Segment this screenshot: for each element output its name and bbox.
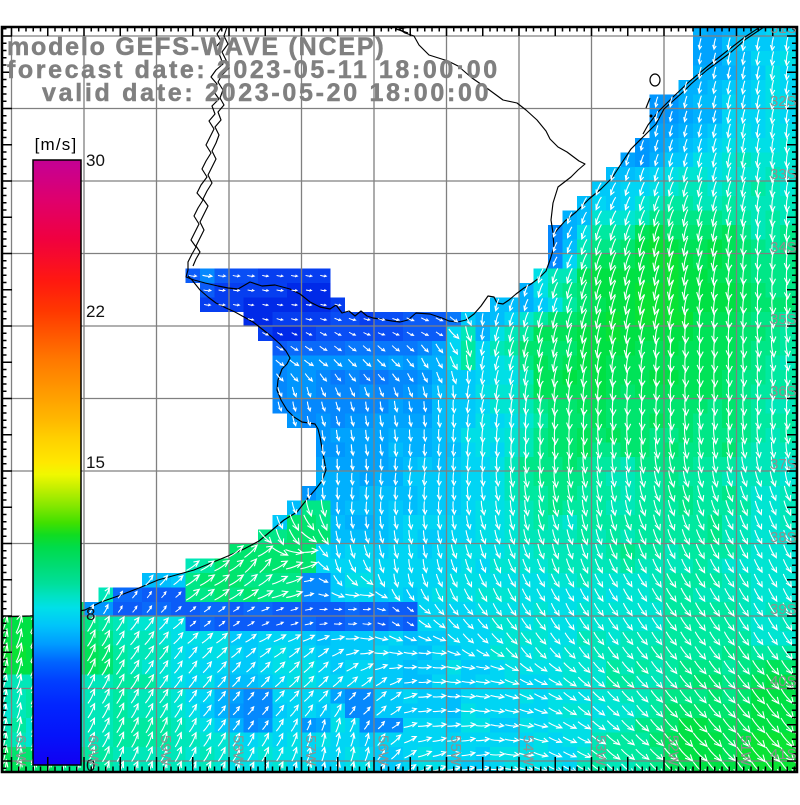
- svg-text:37S: 37S: [770, 456, 797, 473]
- svg-text:59W: 59W: [157, 735, 174, 767]
- svg-text:32S: 32S: [770, 93, 797, 110]
- svg-text:valid date: 2023-05-20 18:00:0: valid date: 2023-05-20 18:00:00: [42, 79, 491, 107]
- svg-text:56W: 56W: [375, 735, 392, 767]
- svg-text:58W: 58W: [230, 735, 247, 767]
- svg-text:35S: 35S: [770, 311, 797, 328]
- svg-text:33S: 33S: [770, 166, 797, 183]
- svg-text:53W: 53W: [592, 735, 609, 767]
- svg-text:22: 22: [86, 302, 105, 321]
- svg-text:60W: 60W: [85, 735, 102, 767]
- svg-text:51W: 51W: [737, 735, 754, 767]
- svg-text:30: 30: [86, 151, 105, 170]
- svg-text:61W: 61W: [12, 735, 29, 767]
- svg-text:52W: 52W: [665, 735, 682, 767]
- svg-text:38S: 38S: [770, 529, 797, 546]
- svg-text:41S: 41S: [770, 746, 797, 763]
- svg-text:55W: 55W: [447, 735, 464, 767]
- svg-text:39S: 39S: [770, 601, 797, 618]
- svg-text:57W: 57W: [302, 735, 319, 767]
- svg-text:40S: 40S: [770, 673, 797, 690]
- svg-text:34S: 34S: [770, 239, 797, 256]
- svg-text:8: 8: [86, 605, 95, 624]
- svg-text:15: 15: [86, 453, 105, 472]
- svg-text:36S: 36S: [770, 383, 797, 400]
- svg-text:[m/s]: [m/s]: [35, 135, 78, 154]
- svg-text:54W: 54W: [520, 735, 537, 767]
